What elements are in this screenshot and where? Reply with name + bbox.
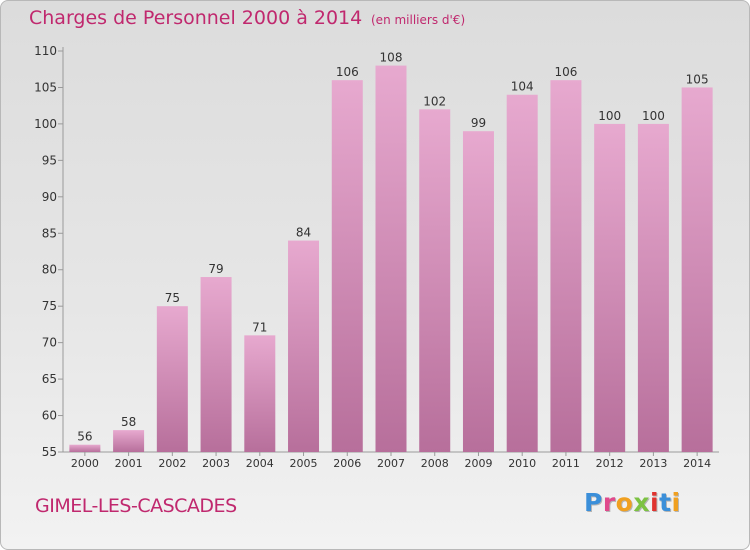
data-labels: 56 58 75 79 71 84 106 108 102 99 104 106 100 100 105: [77, 51, 708, 444]
data-label: 71: [252, 320, 267, 334]
bars: [69, 65, 713, 453]
x-tick-label: 2008: [421, 457, 449, 470]
data-label: 104: [511, 80, 534, 94]
data-label: 105: [686, 72, 709, 86]
logo-letter: i: [650, 488, 660, 517]
x-tick-label: 2007: [377, 457, 405, 470]
x-tick-label: 2011: [552, 457, 580, 470]
y-tick-label: 110: [34, 44, 57, 58]
y-tick-label: 105: [34, 80, 57, 94]
bar: [244, 335, 276, 452]
bar: [462, 131, 494, 452]
y-tick-label: 55: [42, 445, 57, 459]
y-tick-label: 95: [42, 153, 57, 167]
y-tick-label: 100: [34, 117, 57, 131]
data-label: 99: [471, 116, 486, 130]
bar: [419, 109, 451, 452]
data-label: 75: [165, 291, 180, 305]
x-tick-label: 2014: [683, 457, 711, 470]
y-tick-label: 85: [42, 226, 57, 240]
x-tick-label: 2001: [115, 457, 143, 470]
x-tick-label: 2013: [639, 457, 667, 470]
data-label: 108: [380, 51, 403, 65]
bar: [288, 240, 320, 452]
data-label: 106: [554, 65, 577, 79]
x-tick-label: 2003: [202, 457, 230, 470]
bar: [200, 277, 232, 452]
logo-letter: i: [671, 488, 681, 517]
data-label: 58: [121, 415, 136, 429]
x-tick-label: 2012: [596, 457, 624, 470]
data-label: 84: [296, 226, 311, 240]
x-tick-label: 2000: [71, 457, 99, 470]
chart-unit-label: (en milliers d'€): [371, 13, 466, 27]
data-label: 56: [77, 430, 92, 444]
data-label: 100: [642, 109, 665, 123]
bar: [506, 94, 538, 452]
bar: [550, 80, 582, 452]
bar: [681, 87, 713, 453]
y-tick-label: 70: [42, 336, 57, 350]
logo-letter: P: [584, 488, 603, 517]
y-tick-label: 75: [42, 299, 57, 313]
logo-letter: o: [615, 488, 634, 517]
y-tick-label: 90: [42, 190, 57, 204]
x-tick-label: 2009: [464, 457, 492, 470]
x-tick-label: 2006: [333, 457, 361, 470]
y-tick-label: 65: [42, 372, 57, 386]
x-tick-label: 2010: [508, 457, 536, 470]
bar: [375, 65, 407, 452]
data-label: 100: [598, 109, 621, 123]
logo-letter: r: [602, 488, 616, 517]
logo-letter: x: [633, 488, 650, 517]
bar: [69, 444, 101, 452]
data-label: 102: [423, 94, 446, 108]
bar: [331, 80, 363, 452]
chart-title: Charges de Personnel 2000 à 2014: [29, 7, 363, 29]
y-tick-label: 60: [42, 409, 57, 423]
logo-letter: t: [659, 488, 672, 517]
data-label: 106: [336, 65, 359, 79]
bar: [156, 306, 188, 452]
y-tick-label: 80: [42, 263, 57, 277]
x-tick-label: 2004: [246, 457, 274, 470]
proxiti-logo: Proxiti: [584, 488, 681, 517]
data-label: 79: [208, 262, 223, 276]
x-axis: 2000 2001 2002 2003 2004 2005 2006 2007 2008 2009…: [63, 451, 719, 470]
bar: [113, 430, 145, 452]
commune-name: GIMEL-LES-CASCADES: [35, 495, 237, 517]
bar: [594, 123, 626, 452]
x-tick-label: 2002: [158, 457, 186, 470]
x-tick-label: 2005: [290, 457, 318, 470]
bar: [637, 123, 669, 452]
y-axis: 55 60 65 70 75 80 85 90 95 100 105 110: [34, 44, 64, 459]
